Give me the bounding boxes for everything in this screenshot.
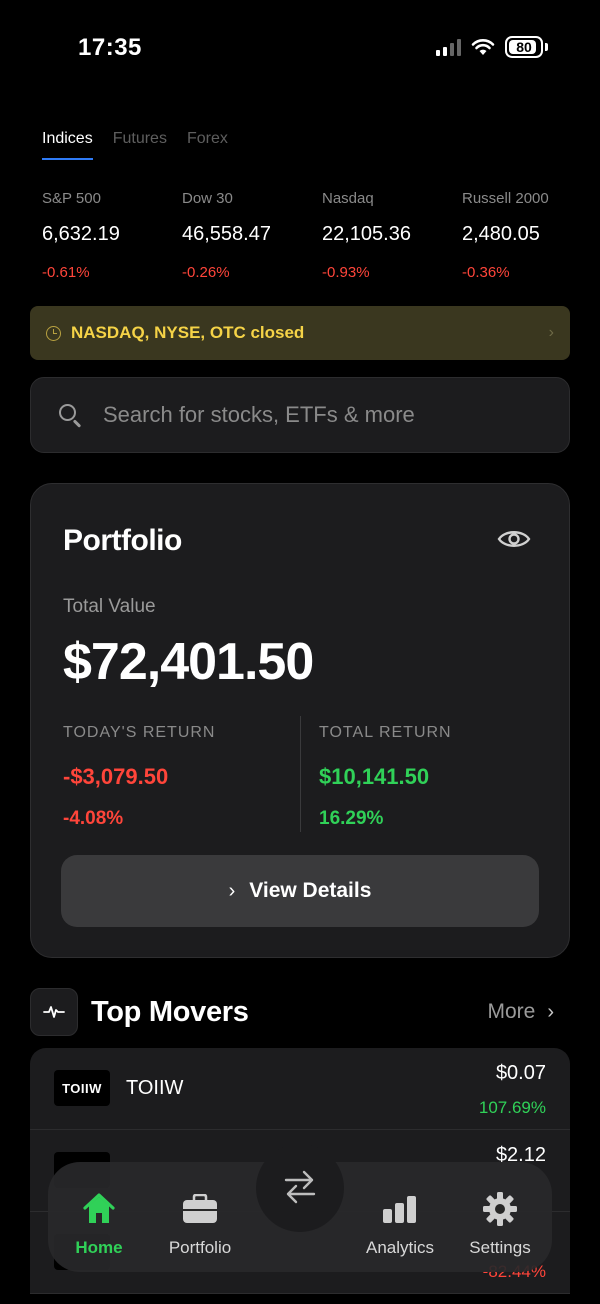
index-change: -0.93% bbox=[322, 264, 370, 281]
ticker-logo: TOIIW bbox=[54, 1070, 110, 1106]
total-return-amount: $10,141.50 bbox=[319, 764, 430, 789]
view-details-label: View Details bbox=[249, 879, 372, 902]
top-movers-title: Top Movers bbox=[91, 995, 249, 1028]
wifi-icon bbox=[471, 39, 495, 55]
market-status-text: NASDAQ, NYSE, OTC closed bbox=[71, 323, 305, 342]
tab-indices[interactable]: Indices bbox=[42, 130, 93, 160]
status-time: 17:35 bbox=[78, 34, 142, 61]
portfolio-card: Portfolio Total Value $72,401.50 TODAY'S… bbox=[30, 483, 570, 958]
top-movers-header: Top Movers More › bbox=[30, 988, 570, 1036]
todays-return: TODAY'S RETURN -$3,079.50 -4.08% bbox=[63, 724, 215, 830]
market-status-banner[interactable]: NASDAQ, NYSE, OTC closed › bbox=[30, 306, 570, 360]
total-value-label: Total Value bbox=[63, 596, 156, 617]
eye-icon[interactable] bbox=[497, 528, 531, 550]
swap-arrows-icon bbox=[284, 1170, 316, 1204]
nav-label: Home bbox=[75, 1238, 123, 1257]
ticker-name: TOIIW bbox=[126, 1077, 184, 1099]
trade-swap-button[interactable] bbox=[256, 1144, 344, 1232]
chevron-right-icon: › bbox=[548, 324, 554, 341]
nav-analytics[interactable]: Analytics bbox=[350, 1190, 450, 1258]
mover-price: $0.07 bbox=[495, 1062, 546, 1084]
todays-return-percent: -4.08% bbox=[63, 808, 124, 829]
battery-level: 80 bbox=[516, 39, 532, 55]
total-return-percent: 16.29% bbox=[319, 808, 384, 829]
gear-icon bbox=[450, 1190, 550, 1228]
chevron-right-icon: › bbox=[228, 879, 236, 902]
chevron-right-icon: › bbox=[547, 1000, 554, 1023]
nav-label: Settings bbox=[469, 1238, 531, 1257]
view-details-button[interactable]: › View Details bbox=[61, 855, 539, 927]
index-change: -0.26% bbox=[182, 264, 230, 281]
index-name: Nasdaq bbox=[322, 190, 374, 207]
list-item[interactable]: TOIIW TOIIW $0.07 107.69% bbox=[30, 1048, 570, 1130]
index-value: 6,632.19 bbox=[42, 223, 120, 245]
index-card-dow30[interactable]: Dow 30 46,558.47 -0.26% bbox=[182, 190, 322, 281]
nav-settings[interactable]: Settings bbox=[450, 1190, 550, 1258]
index-name: Dow 30 bbox=[182, 190, 233, 207]
tab-futures[interactable]: Futures bbox=[112, 130, 167, 147]
index-card-nasdaq[interactable]: Nasdaq 22,105.36 -0.93% bbox=[322, 190, 462, 281]
clock-icon bbox=[46, 325, 61, 341]
search-icon bbox=[57, 402, 83, 428]
divider bbox=[300, 716, 301, 832]
search-bar[interactable] bbox=[30, 377, 570, 453]
more-label: More bbox=[487, 1000, 536, 1023]
index-card-russell2000[interactable]: Russell 2000 2,480.05 -0.36% bbox=[462, 190, 558, 281]
portfolio-title: Portfolio bbox=[63, 524, 182, 557]
home-icon bbox=[49, 1190, 149, 1228]
briefcase-icon bbox=[150, 1190, 250, 1228]
mover-change: 107.69% bbox=[478, 1098, 546, 1117]
todays-return-label: TODAY'S RETURN bbox=[63, 724, 216, 741]
status-icons: 80 bbox=[436, 36, 548, 58]
nav-label: Portfolio bbox=[168, 1238, 232, 1257]
more-link[interactable]: More › bbox=[487, 1000, 570, 1024]
total-return-label: TOTAL RETURN bbox=[319, 724, 452, 741]
index-change: -0.36% bbox=[462, 264, 510, 281]
activity-pulse-icon bbox=[30, 988, 78, 1036]
index-name: Russell 2000 bbox=[462, 190, 549, 207]
index-name: S&P 500 bbox=[42, 190, 101, 207]
index-value: 22,105.36 bbox=[322, 223, 411, 245]
tab-forex[interactable]: Forex bbox=[186, 130, 228, 147]
index-value: 46,558.47 bbox=[182, 223, 271, 245]
nav-home[interactable]: Home bbox=[49, 1190, 149, 1258]
mover-price: $2.12 bbox=[495, 1144, 546, 1166]
market-tabs: Indices Futures Forex bbox=[42, 130, 228, 160]
todays-return-amount: -$3,079.50 bbox=[63, 764, 169, 789]
nav-label: Analytics bbox=[365, 1238, 435, 1257]
index-card-sp500[interactable]: S&P 500 6,632.19 -0.61% bbox=[42, 190, 182, 281]
total-value: $72,401.50 bbox=[63, 633, 314, 691]
index-value: 2,480.05 bbox=[462, 223, 540, 245]
cellular-signal-icon bbox=[436, 38, 461, 56]
battery-icon: 80 bbox=[505, 36, 543, 58]
search-input[interactable] bbox=[103, 402, 543, 428]
bar-chart-icon bbox=[350, 1190, 450, 1228]
total-return: TOTAL RETURN $10,141.50 16.29% bbox=[319, 724, 452, 830]
status-bar: 17:35 80 bbox=[0, 0, 600, 96]
indices-strip: S&P 500 6,632.19 -0.61% Dow 30 46,558.47… bbox=[42, 190, 558, 281]
index-change: -0.61% bbox=[42, 264, 90, 281]
nav-portfolio[interactable]: Portfolio bbox=[150, 1190, 250, 1258]
